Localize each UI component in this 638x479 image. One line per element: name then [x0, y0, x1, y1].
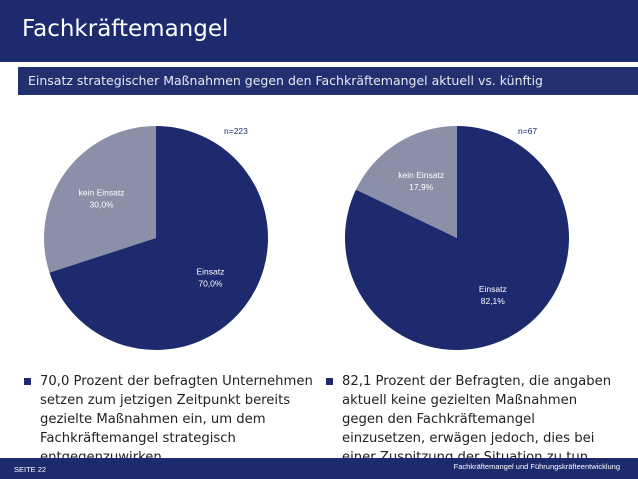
bullet-square-icon [326, 378, 333, 385]
page-title: Fachkräftemangel [22, 16, 229, 42]
chart-2-slice-2-value: 17,9% [409, 182, 434, 192]
chart-1-slice-1-value: 70,0% [198, 279, 223, 289]
chart-1-slice-einsatz [49, 126, 269, 350]
chart-1-slice-2-value: 30,0% [90, 200, 115, 210]
bullet-square-icon [24, 378, 31, 385]
chart-2-slice-1-value: 82,1% [481, 296, 506, 306]
footer-text: Fachkräftemangel und Führungskräfteentwi… [453, 462, 620, 471]
page-number: SEITE 22 [14, 465, 47, 474]
chart-1-sample-label: n=223 [224, 126, 248, 136]
chart-1-slice-2-label: kein Einsatz [79, 188, 125, 198]
chart-2-slice-einsatz [345, 126, 569, 350]
bullet-right-text: 82,1 Prozent der Befragten, die angaben … [342, 374, 612, 465]
chart-2-slice-1-label: Einsatz [479, 284, 507, 294]
bullet-left-text: 70,0 Prozent der befragten Unternehmen s… [40, 374, 313, 465]
header-bar: Fachkräftemangel [0, 0, 638, 62]
page-subtitle: Einsatz strategischer Maßnahmen gegen de… [28, 73, 543, 88]
chart-2-slice-kein-einsatz [355, 126, 457, 238]
chart-1-slice-kein-einsatz [43, 126, 156, 273]
subtitle-bar: Einsatz strategischer Maßnahmen gegen de… [18, 67, 638, 95]
chart-1-slice-1-label: Einsatz [196, 267, 224, 277]
footer-bar: Fachkräftemangel und Führungskräfteentwi… [0, 458, 638, 479]
chart-2-sample-label: n=67 [518, 126, 537, 136]
chart-2-slice-2-label: kein Einsatz [398, 170, 444, 180]
